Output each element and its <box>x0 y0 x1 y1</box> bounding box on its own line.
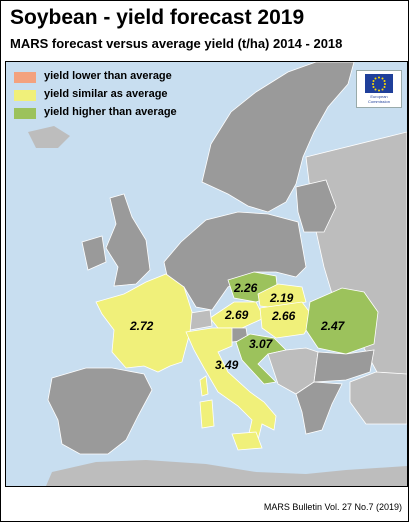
land-central <box>163 211 307 311</box>
land-north-africa <box>46 460 407 486</box>
eu-flag-icon <box>365 74 393 93</box>
land-baltics <box>295 179 337 233</box>
value-label-romania: 2.47 <box>321 319 345 333</box>
map-title: Soybean - yield forecast 2019 <box>10 6 305 29</box>
region-croatia <box>235 333 287 385</box>
value-label-france: 2.72 <box>130 319 154 333</box>
european-commission-logo: European Commission <box>356 70 402 108</box>
logo-text: European Commission <box>367 94 390 104</box>
land-greece <box>295 381 343 435</box>
legend-swatch-higher <box>14 108 36 119</box>
value-label-croatia: 3.07 <box>249 337 273 351</box>
land-corsica <box>199 375 209 397</box>
legend-label-higher: yield higher than average <box>44 106 177 118</box>
map-canvas <box>28 62 407 486</box>
region-slovakia <box>257 283 307 309</box>
footer: MARS Bulletin Vol. 27 No.7 (2019) <box>5 486 406 519</box>
land-turkey <box>349 371 407 425</box>
land-sicily <box>231 431 263 451</box>
value-label-austria: 2.69 <box>225 308 249 322</box>
value-label-slovakia: 2.19 <box>270 291 294 305</box>
map-subtitle: MARS forecast versus average yield (t/ha… <box>10 36 343 51</box>
land-iberia <box>47 367 153 455</box>
legend-swatch-lower <box>14 72 36 83</box>
value-label-hungary: 2.66 <box>272 309 296 323</box>
value-label-italy: 3.49 <box>215 358 239 372</box>
land-iceland <box>28 126 70 148</box>
region-italy <box>185 327 277 441</box>
land-scandinavia <box>201 62 355 213</box>
land-uk <box>105 193 151 287</box>
region-hungary <box>259 301 315 339</box>
value-label-czechia: 2.26 <box>234 281 258 295</box>
land-ireland <box>81 235 107 271</box>
legend-label-similar: yield similar as average <box>44 88 168 100</box>
legend-label-lower: yield lower than average <box>44 70 172 82</box>
source-citation: MARS Bulletin Vol. 27 No.7 (2019) <box>263 502 402 512</box>
region-romania <box>305 287 379 355</box>
europe-map: yield lower than average yield similar a… <box>5 61 408 487</box>
region-france <box>95 273 193 373</box>
land-sardinia <box>199 399 215 429</box>
legend-swatch-similar <box>14 90 36 101</box>
